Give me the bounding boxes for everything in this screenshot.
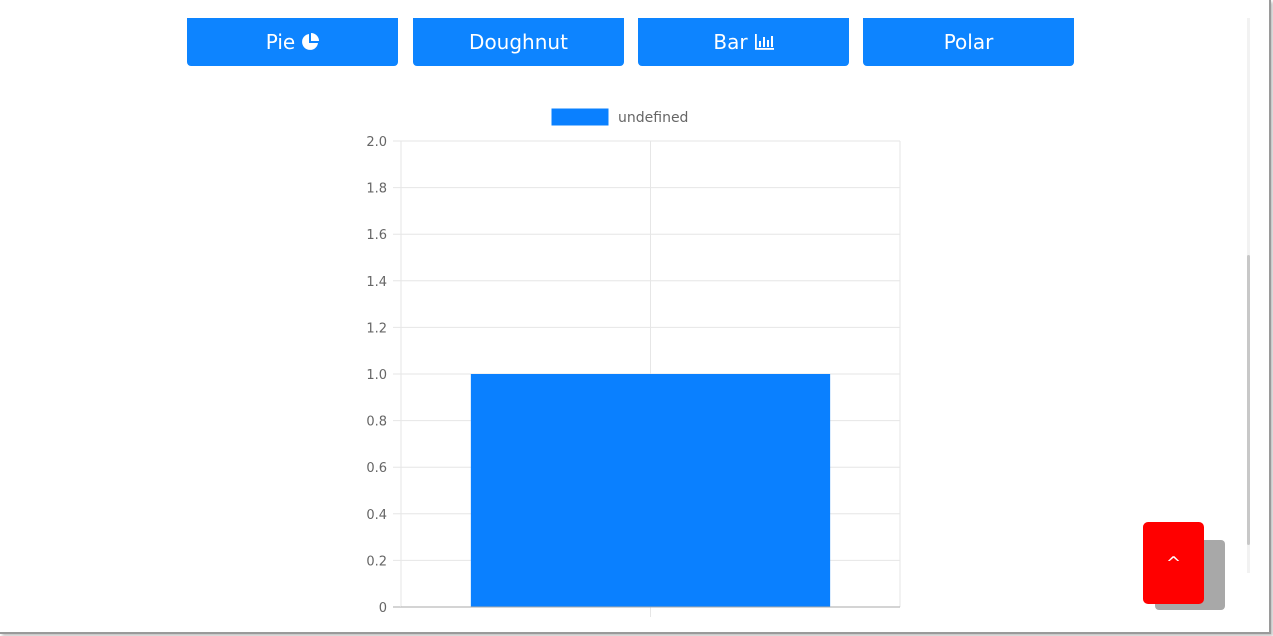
- y-tick-label: 0.4: [366, 508, 387, 523]
- y-tick-label: 2.0: [366, 135, 387, 150]
- y-tick-label: 1.2: [366, 321, 387, 336]
- y-tick-label: 1.4: [366, 275, 387, 290]
- y-tick-label: 0.8: [366, 415, 387, 430]
- y-tick-label: 0: [379, 601, 387, 616]
- doughnut-button-label: Doughnut: [469, 30, 568, 54]
- pie-button-label: Pie: [265, 30, 296, 54]
- bar-chart-icon: [754, 34, 774, 50]
- y-tick-label: 1.0: [366, 368, 387, 383]
- bar: [470, 374, 831, 607]
- y-tick-label: 1.6: [366, 228, 387, 243]
- scroll-to-top-button[interactable]: ^: [1143, 522, 1204, 604]
- doughnut-button[interactable]: Doughnut: [413, 18, 624, 66]
- legend-swatch: [550, 107, 610, 127]
- bar-button[interactable]: Bar: [638, 18, 849, 66]
- scrollbar-thumb[interactable]: [1247, 255, 1250, 545]
- scroll-to-top-label: ^: [1165, 552, 1182, 574]
- y-tick-label: 0.2: [366, 554, 387, 569]
- y-tick-label: 0.6: [366, 461, 387, 476]
- polar-button[interactable]: Polar: [863, 18, 1074, 66]
- pie-chart-icon: [301, 33, 320, 51]
- legend-label: undefined: [618, 110, 688, 126]
- polar-button-label: Polar: [943, 30, 994, 54]
- bar-button-label: Bar: [713, 30, 748, 54]
- pie-button[interactable]: Pie: [187, 18, 398, 66]
- y-tick-label: 1.8: [366, 182, 387, 197]
